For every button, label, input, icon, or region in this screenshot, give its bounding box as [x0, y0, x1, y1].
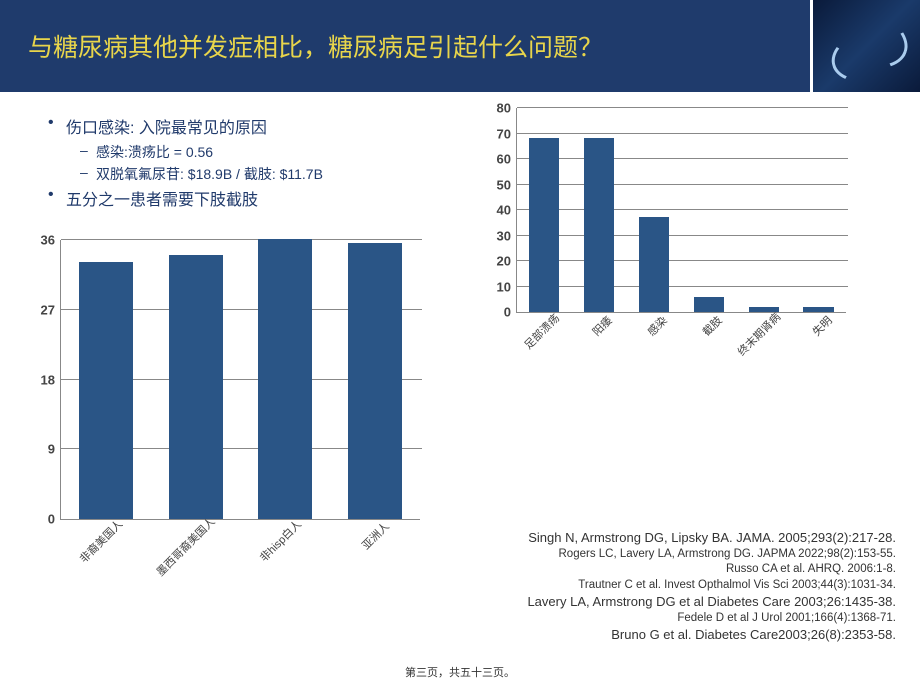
right-bar-chart: 01020304050607080足部溃疡阳痿感染截肢终末期肾病失明: [488, 108, 878, 373]
bar-slot: 失明: [791, 307, 846, 312]
bar-slot: 截肢: [681, 297, 736, 312]
reference-line: Fedele D et al J Urol 2001;166(4):1368-7…: [527, 611, 896, 627]
x-label: 亚洲人: [358, 518, 393, 553]
logo-graphic: [810, 0, 920, 92]
bar-slot: 终末期肾病: [736, 307, 791, 312]
bullet-2: 五分之一患者需要下肢截肢: [48, 186, 468, 210]
bar: [348, 243, 402, 519]
y-tick: 9: [48, 442, 61, 457]
right-column: 01020304050607080足部溃疡阳痿感染截肢终末期肾病失明: [478, 114, 890, 580]
x-label: 足部溃疡: [521, 310, 563, 352]
bar-slot: 亚洲人: [330, 243, 420, 519]
bar: [694, 297, 724, 312]
left-bar-chart: 09182736非裔美国人墨西哥裔美国人非hisp白人亚洲人: [28, 240, 448, 580]
x-label: 非裔美国人: [76, 516, 126, 566]
bullet-1a: 感染:溃疡比 = 0.56: [48, 142, 468, 162]
reference-line: Bruno G et al. Diabetes Care2003;26(8):2…: [527, 626, 896, 644]
y-tick: 40: [497, 203, 517, 218]
bar: [79, 262, 133, 519]
bullet-1b: 双脱氧氟尿苷: $18.9B / 截肢: $11.7B: [48, 164, 468, 184]
y-tick: 18: [41, 372, 61, 387]
x-label: 感染: [644, 312, 671, 339]
reference-line: Lavery LA, Armstrong DG et al Diabetes C…: [527, 593, 896, 611]
x-label: 失明: [808, 312, 835, 339]
slide-header: 与糖尿病其他并发症相比，糖尿病足引起什么问题？: [0, 0, 920, 92]
y-tick: 27: [41, 302, 61, 317]
bar: [584, 138, 614, 312]
reference-line: Russo CA et al. AHRQ. 2006:1-8.: [527, 562, 896, 578]
y-tick: 20: [497, 254, 517, 269]
references: Singh N, Armstrong DG, Lipsky BA. JAMA. …: [527, 529, 896, 644]
y-tick: 70: [497, 126, 517, 141]
bar: [639, 217, 669, 312]
bars-group: 非裔美国人墨西哥裔美国人非hisp白人亚洲人: [61, 240, 420, 519]
bar-slot: 非hisp白人: [241, 239, 331, 519]
y-tick: 0: [48, 512, 61, 527]
y-tick: 36: [41, 233, 61, 248]
x-label: 阳痿: [589, 312, 616, 339]
bar: [258, 239, 312, 519]
y-tick: 80: [497, 101, 517, 116]
bar-slot: 阳痿: [572, 138, 627, 312]
y-tick: 0: [504, 305, 517, 320]
reference-line: Singh N, Armstrong DG, Lipsky BA. JAMA. …: [527, 529, 896, 547]
bar-slot: 非裔美国人: [61, 262, 151, 519]
page-footer: 第三页，共五十三页。: [0, 664, 920, 680]
slide-body: 伤口感染: 入院最常见的原因 感染:溃疡比 = 0.56 双脱氧氟尿苷: $18…: [0, 92, 920, 580]
x-label: 截肢: [698, 312, 725, 339]
y-tick: 10: [497, 279, 517, 294]
y-tick: 50: [497, 177, 517, 192]
bar-slot: 足部溃疡: [517, 138, 572, 312]
x-label: 终末期肾病: [733, 309, 783, 359]
left-column: 伤口感染: 入院最常见的原因 感染:溃疡比 = 0.56 双脱氧氟尿苷: $18…: [48, 114, 468, 580]
bar: [803, 307, 833, 312]
reference-line: Rogers LC, Lavery LA, Armstrong DG. JAPM…: [527, 547, 896, 563]
bullet-list: 伤口感染: 入院最常见的原因 感染:溃疡比 = 0.56 双脱氧氟尿苷: $18…: [48, 114, 468, 210]
bars-group: 足部溃疡阳痿感染截肢终末期肾病失明: [517, 108, 846, 312]
bar: [169, 255, 223, 519]
x-label: 非hisp白人: [256, 516, 305, 565]
bar-slot: 感染: [627, 217, 682, 312]
y-tick: 30: [497, 228, 517, 243]
bar-slot: 墨西哥裔美国人: [151, 255, 241, 519]
bar: [529, 138, 559, 312]
y-tick: 60: [497, 152, 517, 167]
reference-line: Trautner C et al. Invest Opthalmol Vis S…: [527, 578, 896, 594]
x-label: 墨西哥裔美国人: [152, 514, 218, 580]
slide-title: 与糖尿病其他并发症相比，糖尿病足引起什么问题？: [28, 28, 603, 64]
bullet-1: 伤口感染: 入院最常见的原因: [48, 114, 468, 138]
